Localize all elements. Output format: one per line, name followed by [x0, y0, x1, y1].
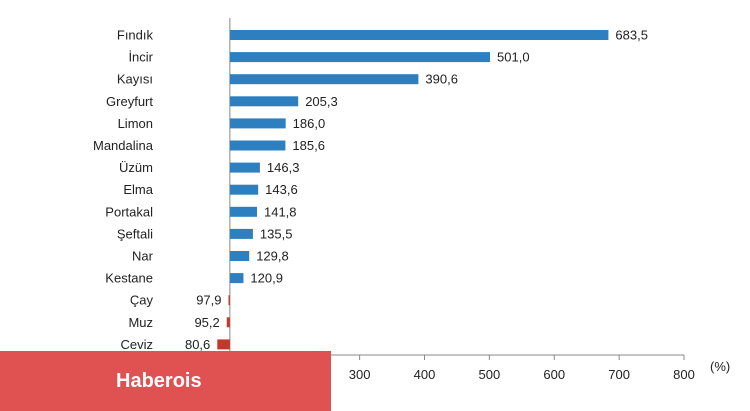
x-tick-label: 500: [479, 367, 501, 382]
watermark-text: Haberois: [116, 369, 202, 392]
x-unit-label: (%): [710, 359, 730, 374]
bar-6: [229, 162, 260, 173]
value-label: 95,2: [194, 315, 219, 330]
category-label: Üzüm: [119, 160, 153, 175]
bar-2: [229, 74, 419, 85]
category-label: Çay: [130, 293, 154, 308]
category-label: Şeftali: [117, 226, 153, 241]
watermark-banner: Haberois: [0, 351, 331, 411]
value-label: 501,0: [497, 50, 530, 65]
category-label: Kestane: [105, 271, 153, 286]
x-tick-label: 400: [414, 367, 436, 382]
bar-8: [229, 206, 257, 217]
value-label: 146,3: [267, 160, 300, 175]
bar-9: [229, 228, 253, 239]
bar-11: [229, 273, 244, 284]
category-label: Fındık: [117, 28, 154, 43]
value-label: 120,9: [250, 271, 283, 286]
x-tick-label: 800: [673, 367, 695, 382]
bar-13: [226, 317, 230, 328]
value-label: 683,5: [615, 28, 648, 43]
bar-4: [229, 118, 286, 129]
x-tick-label: 700: [608, 367, 630, 382]
category-label: Muz: [128, 315, 153, 330]
value-label: 143,6: [265, 182, 298, 197]
category-label: Elma: [123, 182, 153, 197]
bar-1: [229, 52, 491, 63]
value-label: 97,9: [196, 293, 221, 308]
bar-14: [217, 339, 230, 350]
value-label: 390,6: [425, 72, 458, 87]
bar-3: [229, 96, 299, 107]
bar-10: [229, 251, 250, 261]
value-label: 135,5: [260, 226, 293, 241]
bar-12: [228, 295, 230, 306]
bar-5: [229, 140, 286, 151]
value-label: 80,6: [185, 337, 210, 352]
category-label: Limon: [118, 116, 153, 131]
category-label: Mandalina: [93, 138, 154, 153]
category-label: Kayısı: [117, 72, 153, 87]
category-label: Greyfurt: [106, 94, 153, 109]
bar-0: [229, 30, 609, 40]
category-label: İncir: [128, 50, 153, 65]
value-label: 141,8: [264, 204, 297, 219]
value-label: 129,8: [256, 249, 289, 264]
value-label: 185,6: [292, 138, 325, 153]
value-label: 205,3: [305, 94, 338, 109]
value-label: 186,0: [293, 116, 326, 131]
category-label: Ceviz: [120, 337, 153, 352]
x-tick-label: 300: [349, 367, 371, 382]
category-label: Nar: [132, 249, 154, 264]
category-label: Portakal: [105, 204, 153, 219]
bar-7: [229, 184, 259, 195]
x-tick-label: 600: [543, 367, 565, 382]
